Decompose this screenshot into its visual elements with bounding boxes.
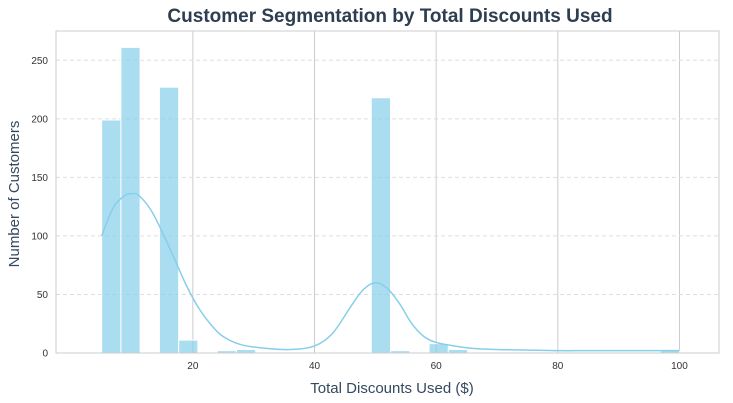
x-axis-label: Total Discounts Used ($): [310, 380, 473, 397]
histogram-bar: [178, 339, 199, 354]
histogram-bar: [235, 348, 257, 354]
histogram-bar: [120, 46, 141, 354]
y-tick-label: 50: [37, 290, 49, 301]
histogram-bar: [370, 97, 392, 354]
y-tick-label: 0: [42, 349, 48, 360]
histogram-bars: [101, 46, 680, 354]
histogram-bar: [101, 119, 122, 354]
y-tick-label: 200: [31, 114, 48, 125]
y-tick-label: 100: [31, 231, 48, 242]
histogram-bar: [447, 348, 469, 354]
chart-title: Customer Segmentation by Total Discounts…: [167, 6, 612, 27]
x-tick-label: 20: [187, 361, 199, 372]
y-axis-label: Number of Customers: [6, 121, 23, 268]
y-tick-label: 250: [31, 56, 48, 67]
y-tick-labels: 0 50 100 150 200 250: [31, 56, 48, 360]
y-tick-label: 150: [31, 173, 48, 184]
plot-frame: [55, 30, 720, 354]
x-tick-label: 80: [552, 361, 564, 372]
x-tick-label: 40: [309, 361, 321, 372]
x-tick-label: 60: [431, 361, 443, 372]
kde-curve: [100, 192, 680, 352]
x-tick-label: 100: [671, 361, 688, 372]
x-tick-labels: 20 40 60 80 100: [187, 361, 688, 372]
histogram-bar: [158, 86, 180, 354]
